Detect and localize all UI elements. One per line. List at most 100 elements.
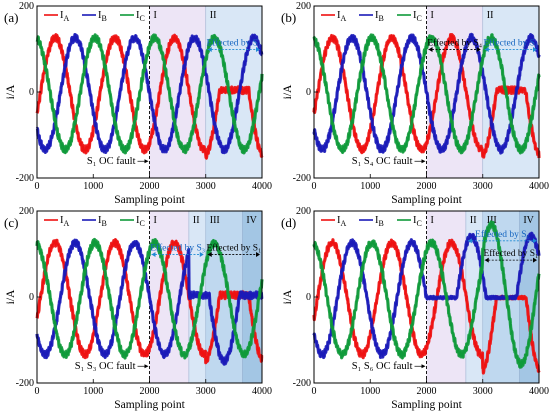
y-tick-label: -200 — [16, 378, 34, 389]
y-tick-label: 0 — [29, 292, 34, 303]
fault-label: S₁ S₃ OC fault — [75, 361, 136, 372]
x-axis-label: Sampling point — [114, 194, 185, 206]
region-label: I — [154, 215, 157, 226]
annotation-arrowhead-right — [533, 238, 537, 244]
annotation-arrowhead-left — [207, 47, 212, 53]
x-tick-label: 0 — [312, 181, 317, 192]
annotation-text: Effected by S₃ — [150, 243, 205, 254]
x-tick-label: 4000 — [529, 181, 549, 192]
x-tick-label: 1000 — [83, 386, 103, 397]
x-tick-label: 2000 — [417, 386, 437, 397]
fault-arrowhead — [144, 159, 149, 164]
region-label: I — [431, 10, 434, 21]
fault-arrowhead — [421, 159, 426, 164]
series-core-ic — [36, 238, 263, 359]
x-axis-label: Sampling point — [114, 399, 185, 411]
region-label: I — [431, 215, 434, 226]
y-tick-label: 0 — [306, 292, 311, 303]
y-tick-label: -200 — [293, 378, 311, 389]
annotation-arrowhead-left — [467, 238, 472, 244]
region-label: III — [210, 215, 220, 226]
region-label: IV — [246, 215, 257, 226]
legend-label: IA — [337, 215, 347, 228]
fault-label: S₁ OC fault — [87, 156, 136, 167]
fault-label: S₁ S₄ OC fault — [352, 156, 413, 167]
region-label: I — [154, 10, 157, 21]
panel-label: (a) — [4, 10, 18, 25]
x-tick-label: 2000 — [140, 386, 160, 397]
x-axis-label: Sampling point — [391, 399, 462, 411]
legend-label: IC — [136, 215, 145, 228]
annotation-arrowhead-left — [151, 252, 156, 258]
series-core-ib — [313, 231, 540, 358]
annotation-arrowhead-left — [484, 47, 489, 53]
x-tick-label: 2000 — [417, 181, 437, 192]
annotation-arrowhead-right — [256, 252, 260, 258]
series-core-ib — [313, 33, 540, 154]
x-tick-label: 4000 — [529, 386, 549, 397]
x-tick-label: 1000 — [360, 386, 380, 397]
x-tick-label: 0 — [35, 181, 40, 192]
region-I — [426, 6, 483, 178]
annotation-arrowhead-right — [256, 47, 260, 53]
fault-arrowhead — [144, 364, 149, 369]
x-tick-label: 0 — [35, 386, 40, 397]
annotation-arrowhead-right — [476, 47, 481, 53]
series-core-ib — [36, 239, 263, 366]
x-axis-label: Sampling point — [391, 194, 462, 206]
region-I — [149, 6, 206, 178]
region-label: II — [210, 10, 217, 21]
annotation-text: Effected by S₄ — [427, 38, 482, 49]
x-tick-label: 1000 — [83, 181, 103, 192]
y-axis-label: i/A — [5, 289, 17, 304]
region-label: II — [193, 215, 200, 226]
y-axis-label: i/A — [5, 84, 17, 99]
y-tick-label: 200 — [19, 1, 34, 12]
x-tick-label: 3000 — [473, 386, 493, 397]
legend-label: IA — [337, 10, 347, 23]
panel-label: (c) — [4, 215, 18, 230]
legend-label: IA — [60, 10, 70, 23]
y-tick-label: 200 — [19, 206, 34, 217]
x-tick-label: 3000 — [473, 181, 493, 192]
annotation-text: Effected by S₆ — [475, 229, 530, 240]
y-tick-label: -200 — [16, 173, 34, 184]
legend-label: IB — [98, 10, 107, 23]
y-tick-label: -200 — [293, 173, 311, 184]
panel-label: (b) — [281, 10, 296, 25]
x-tick-label: 4000 — [252, 181, 272, 192]
region-label: III — [487, 215, 497, 226]
annotation-arrowhead-right — [533, 47, 537, 53]
panel-c: I II III IV0 1000 2000 3000 4000-2000200Samplin… — [4, 206, 272, 411]
x-tick-label: 1000 — [360, 181, 380, 192]
x-tick-label: 0 — [312, 386, 317, 397]
region-label: II — [487, 10, 494, 21]
annotation-arrowhead-right — [533, 257, 537, 263]
y-tick-label: 0 — [29, 87, 34, 98]
y-tick-label: 0 — [306, 87, 311, 98]
region-label: IV — [523, 215, 534, 226]
y-tick-label: 200 — [296, 206, 311, 217]
series-core-ic — [313, 34, 540, 155]
annotation-arrowhead-left — [207, 252, 212, 258]
annotation-arrowhead-left — [428, 47, 433, 53]
x-tick-label: 3000 — [196, 181, 216, 192]
annotation-arrowhead-right — [199, 252, 204, 258]
legend-label: IC — [413, 10, 422, 23]
legend-label: IB — [375, 10, 384, 23]
annotation-text: Effected by S₁ — [206, 243, 261, 254]
y-tick-label: 200 — [296, 1, 311, 12]
panel-d: I II III IV0 1000 2000 3000 4000-2000200Samplin… — [281, 206, 549, 411]
panel-label: (d) — [281, 215, 296, 230]
annotation-text: Effected by S₁ — [483, 248, 538, 259]
annotation-arrowhead-left — [484, 257, 489, 263]
annotation-text: Effected by S₁ — [483, 38, 538, 49]
y-axis-label: i/A — [282, 289, 294, 304]
legend-label: IB — [375, 215, 384, 228]
x-tick-label: 4000 — [252, 386, 272, 397]
series-core-ic — [313, 220, 540, 369]
fault-label: S₁ S₆ OC fault — [352, 361, 413, 372]
